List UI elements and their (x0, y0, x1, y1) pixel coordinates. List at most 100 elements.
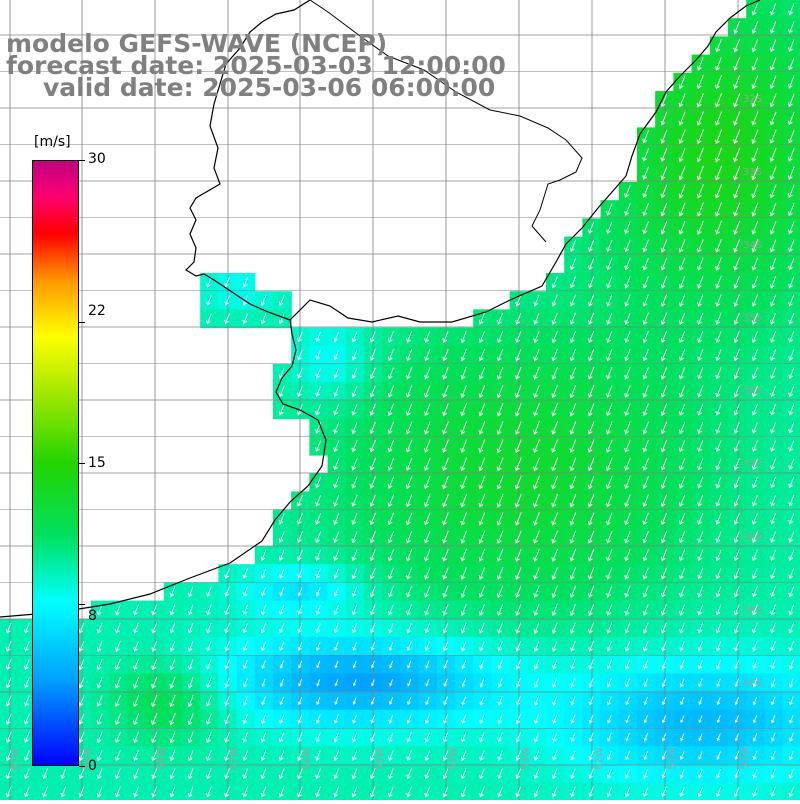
wind-arrow (570, 696, 576, 706)
wind-arrow (533, 493, 540, 508)
wind-arrow (315, 714, 321, 724)
wind-arrow (351, 549, 358, 562)
wind-arrow (169, 694, 176, 708)
wind-arrow (260, 714, 267, 725)
wind-arrow (425, 678, 430, 687)
wind-arrow (496, 348, 504, 362)
wind-arrow (460, 530, 467, 544)
wind-arrow (497, 641, 503, 652)
wind-arrow (369, 458, 376, 471)
wind-arrow (751, 440, 758, 453)
wind-arrow (642, 604, 649, 616)
wind-arrow (606, 549, 613, 562)
wind-arrow (297, 386, 303, 398)
wind-arrow (588, 768, 594, 779)
wind-arrow (224, 295, 230, 306)
wind-arrow (497, 585, 504, 599)
wind-arrow (460, 475, 468, 490)
wind-arrow (751, 184, 759, 199)
colorbar-tick-15: 15 (88, 455, 106, 471)
wind-arrow (696, 220, 704, 235)
wind-arrow (424, 622, 431, 634)
wind-arrow (515, 330, 522, 344)
wind-arrow (788, 786, 795, 798)
wind-arrow (660, 184, 668, 199)
wind-arrow (187, 713, 194, 726)
wind-arrow (606, 768, 612, 779)
wind-arrow (733, 93, 741, 108)
wind-arrow (333, 440, 340, 453)
wind-arrow (206, 695, 212, 707)
wind-arrow (242, 622, 249, 634)
wind-arrow (679, 678, 685, 688)
wind-arrow (242, 313, 249, 325)
wind-arrow (133, 731, 140, 744)
wind-arrow (279, 641, 285, 652)
wind-arrow (370, 641, 376, 651)
wind-arrow (587, 457, 595, 472)
wind-arrow (297, 714, 303, 724)
wind-arrow (351, 476, 358, 489)
colorbar-tickmark (79, 160, 85, 161)
lon-label: 61W (10, 747, 21, 770)
wind-arrow (588, 659, 594, 670)
wind-arrow (642, 348, 649, 362)
wind-arrow (78, 658, 85, 671)
wind-arrow (443, 678, 448, 687)
wind-arrow (715, 403, 722, 416)
wind-arrow (169, 658, 176, 671)
wind-arrow (734, 786, 740, 798)
wind-arrow (96, 640, 103, 653)
wind-arrow (770, 750, 776, 761)
wind-arrow (696, 184, 704, 199)
wind-arrow (715, 75, 722, 90)
wind-arrow (387, 403, 395, 417)
wind-arrow (551, 348, 558, 362)
wind-arrow (698, 733, 703, 742)
wind-arrow (642, 494, 649, 508)
wind-arrow (733, 549, 740, 562)
wind-arrow (442, 604, 449, 616)
wind-arrow (789, 732, 794, 742)
wind-arrow (788, 39, 795, 53)
wind-arrow (569, 493, 577, 508)
wind-arrow (587, 548, 595, 562)
lon-label: 52W (594, 747, 605, 770)
wind-arrow (405, 421, 413, 435)
wind-arrow (351, 367, 358, 379)
wind-arrow (479, 622, 485, 634)
wind-arrow (279, 714, 285, 725)
wind-arrow (242, 277, 249, 288)
wind-arrow (424, 403, 431, 417)
wind-arrow (715, 257, 722, 271)
lat-label: 36S (743, 386, 762, 397)
wind-arrow (424, 641, 430, 652)
wind-arrow (606, 239, 613, 253)
wind-arrow (5, 713, 12, 725)
wind-arrow (569, 567, 577, 580)
wind-arrow (587, 348, 595, 362)
wind-arrow (751, 349, 758, 362)
wind-arrow (643, 751, 649, 761)
wind-arrow (442, 367, 449, 380)
wind-arrow (406, 622, 412, 634)
wind-arrow (588, 239, 595, 253)
wind-arrow (96, 713, 103, 725)
wind-arrow (752, 696, 758, 706)
wind-arrow (442, 494, 449, 508)
wind-arrow (606, 330, 613, 344)
wind-arrow (297, 696, 303, 706)
wind-arrow (696, 93, 704, 108)
wind-arrow (751, 458, 758, 471)
wind-arrow (296, 531, 303, 544)
wind-arrow (424, 714, 430, 724)
wind-arrow (351, 604, 358, 616)
wind-arrow (387, 476, 395, 490)
wind-arrow (714, 165, 723, 181)
wind-arrow (496, 421, 504, 435)
wind-arrow (260, 750, 267, 762)
wind-arrow (751, 111, 759, 126)
wind-arrow (442, 439, 449, 453)
wind-arrow (660, 585, 667, 598)
wind-arrow (479, 732, 485, 743)
